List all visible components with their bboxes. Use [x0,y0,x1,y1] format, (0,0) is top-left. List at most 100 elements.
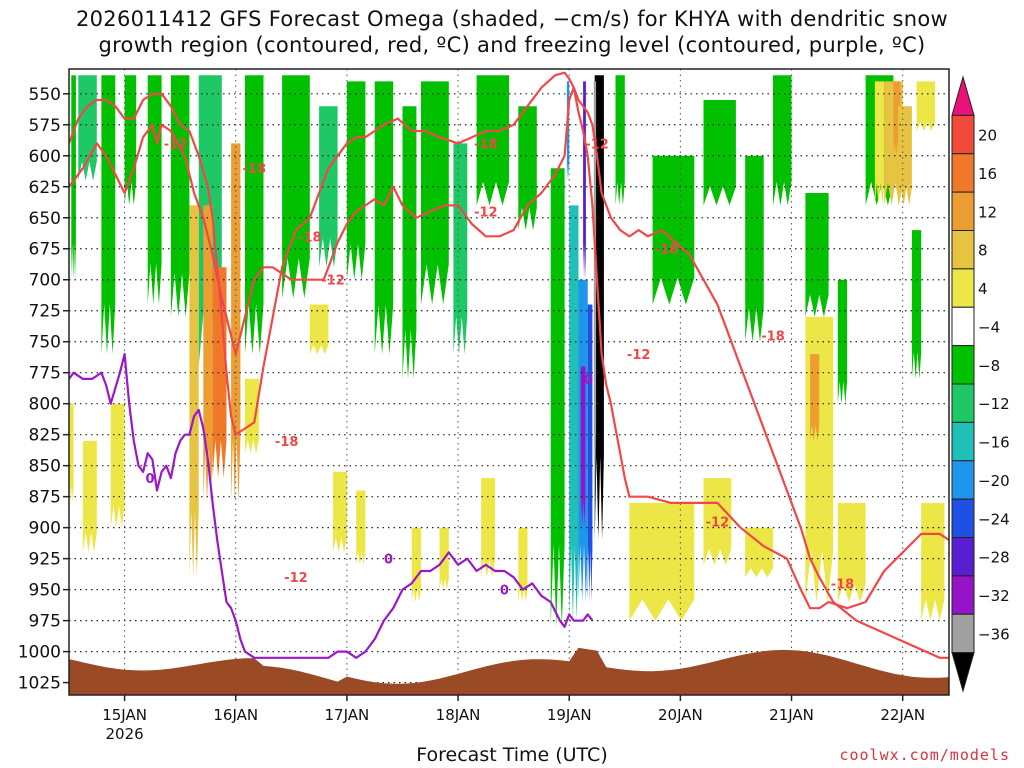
dgz-contour-label: -12 [627,348,651,363]
omega-region [309,304,329,355]
colorbar-label: 4 [978,280,988,298]
colorbar-label: −12 [978,395,1010,413]
dgz-contour-label: -18 [655,243,679,258]
dgz-contour-label: -12 [585,137,609,152]
omega-region [810,354,820,441]
y-tick-label: 725 [29,302,61,322]
y-tick-label: 950 [29,581,61,601]
y-tick-label: 750 [29,333,61,353]
colorbar-label: 16 [978,165,997,183]
colorbar-label: 12 [978,203,997,221]
y-tick-label: 675 [29,240,61,260]
omega-region [245,75,264,355]
freezing-level-label: 0 [384,553,393,568]
colorbar-label: 20 [978,127,997,145]
dgz-contour-label: -18 [298,230,322,245]
y-tick-label: 825 [29,426,61,446]
omega-region [518,106,537,231]
x-tick-label: 19JAN [547,706,592,724]
colorbar-label: 8 [978,242,988,260]
omega-region [911,230,922,379]
colorbar-label: −8 [978,357,1000,375]
dgz-contour-label: -12 [164,137,188,152]
omega-region [587,304,593,602]
colorbar-segment [951,191,975,231]
omega-region [518,527,528,602]
x-tick-label: 22JAN [880,706,925,724]
plot-frame [68,68,950,696]
y-tick-label: 775 [29,364,61,384]
omega-region [333,471,347,553]
x-axis-label: Forecast Time (UTC) [416,744,608,766]
dgz-contour-label: -18 [831,577,855,592]
omega-region [593,81,597,503]
colorbar-label: −32 [978,587,1010,605]
omega-region [745,527,773,578]
omega-region [411,527,421,602]
omega-region [203,205,213,503]
freezing-level-label: 0 [500,584,509,599]
dgz-contour-label: -18 [761,330,785,345]
omega-region [745,155,764,342]
x-tick-label: 15JAN [102,706,147,724]
dgz-contour-label: -12 [321,274,345,289]
omega-region [569,205,579,621]
x-tick-label: 16JAN [213,706,258,724]
y-tick-label: 625 [29,178,61,198]
omega-region [402,106,417,379]
x-tick-label: 20JAN [658,706,703,724]
omega-region [110,403,125,528]
y-tick-label: 975 [29,612,61,632]
colorbar-segment [951,306,975,347]
omega-region [773,75,792,206]
dgz-contour-label: -18 [275,435,299,450]
site-credit[interactable]: coolwx.com/models [839,746,1010,764]
colorbar-segment [951,383,975,423]
dgz-contour-label: -18 [243,162,267,177]
omega-region [703,478,732,565]
colorbar-segment [951,421,975,462]
omega-region [147,75,162,305]
dgz-contour-minus18 [69,71,949,659]
colorbar-segment [951,75,975,116]
omega-region [78,75,97,181]
omega-region [245,378,259,454]
colorbar-segment [951,345,975,385]
chart-title: 2026011412 GFS Forecast Omega (shaded, −… [0,6,1024,58]
dgz-contour-minus12 [69,86,949,610]
colorbar-label: −24 [978,510,1010,528]
y-tick-label: 900 [29,519,61,539]
omega-region [921,502,945,621]
omega-region [874,81,885,206]
freezing-level-label: 0 [146,472,155,487]
colorbar-label: −28 [978,549,1010,567]
omega-region [101,75,116,355]
omega-region [170,75,190,317]
y-tick-label: 700 [29,271,61,291]
colorbar-segment [951,153,975,193]
colorbar-segment [951,268,975,308]
freezing-level-label: 0 [584,373,593,388]
x-tick-label: 18JAN [436,706,481,724]
y-tick-label: 850 [29,457,61,477]
y-tick-label: 575 [29,116,61,136]
plot-area: -12 -18 -18 -12 -18 -12 -18 -12 -12 -18 -12 -18 -12 -… [69,69,949,695]
colorbar-segment [951,498,975,538]
colorbar-segment [951,114,975,155]
omega-region [615,75,625,206]
colorbar-segment [951,230,975,270]
omega-region [550,168,565,627]
chart-title-line2: growth region (contoured, red, ºC) and f… [98,33,926,57]
omega-region [421,81,449,305]
y-tick-label: 550 [29,85,61,105]
omega-region [189,205,199,578]
colorbar-label: −36 [978,625,1010,643]
y-tick-label: 650 [29,209,61,229]
y-tick-label: 1000 [18,643,61,663]
freezing-level-contour [69,353,594,659]
x-tick-sublabel: 2026 [105,725,143,743]
dgz-contour-label: -12 [474,206,498,221]
omega-region [805,193,829,317]
colorbar-segment [951,460,975,500]
